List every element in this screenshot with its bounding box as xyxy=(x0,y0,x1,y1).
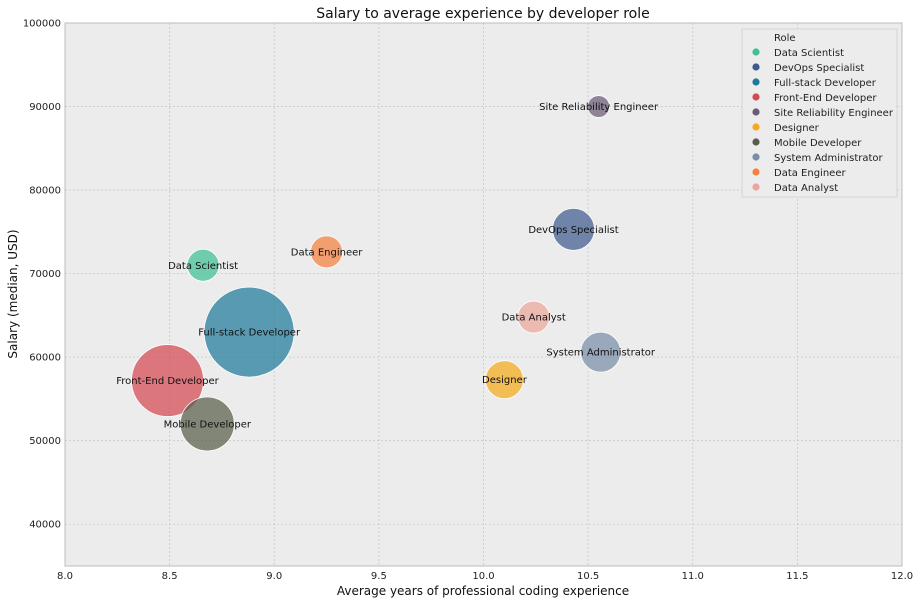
bubble xyxy=(186,248,220,282)
bubbles xyxy=(131,95,622,452)
y-tick-label: 40000 xyxy=(29,520,61,531)
legend-item-label: Full-stack Developer xyxy=(774,78,877,89)
y-tick-label: 90000 xyxy=(29,102,61,113)
x-axis: 8.0 8.5 9.0 9.5 10.0 10.5 11.0 11.5 12.0 xyxy=(57,571,913,582)
legend-title: Role xyxy=(774,33,796,44)
bubble-label: DevOps Specialist xyxy=(528,225,618,236)
legend-marker xyxy=(752,138,760,146)
x-tick-label: 12.0 xyxy=(891,571,913,582)
y-tick-label: 70000 xyxy=(29,269,61,280)
bubble xyxy=(131,344,204,417)
x-axis-label: Average years of professional coding exp… xyxy=(337,584,629,598)
bubble-labels: Data Scientist DevOps Specialist Full-stac… xyxy=(116,102,659,430)
bubble xyxy=(179,396,235,452)
y-tick-label: 80000 xyxy=(29,186,61,197)
legend-box xyxy=(741,28,898,198)
x-tick-label: 9.5 xyxy=(371,571,387,582)
y-tick-label: 60000 xyxy=(29,353,61,364)
y-tick-label: 100000 xyxy=(23,19,61,30)
x-tick-label: 8.5 xyxy=(162,571,178,582)
legend-marker xyxy=(752,108,760,116)
bubble-label: Designer xyxy=(482,375,528,386)
legend-item-label: Data Engineer xyxy=(774,168,846,179)
y-axis: 40000 50000 60000 70000 80000 90000 100000 xyxy=(23,19,61,531)
legend: Role Data Scientist DevOps Specialist Full… xyxy=(741,28,898,198)
legend-marker xyxy=(752,183,760,191)
x-tick-label: 11.0 xyxy=(682,571,704,582)
bubble xyxy=(552,207,595,251)
legend-item-label: Site Reliability Engineer xyxy=(774,108,894,119)
bubble xyxy=(203,286,295,378)
legend-marker xyxy=(752,168,760,176)
legend-marker xyxy=(752,123,760,131)
bubble xyxy=(517,300,551,334)
legend-marker xyxy=(752,48,760,56)
bubble-label: Front-End Developer xyxy=(116,376,219,387)
legend-items: Data Scientist DevOps Specialist Full-stac… xyxy=(752,48,894,194)
bubble-label: Mobile Developer xyxy=(164,419,252,430)
x-tick-label: 9.0 xyxy=(266,571,282,582)
legend-item-label: Data Analyst xyxy=(774,183,838,194)
x-tick-label: 8.0 xyxy=(57,571,73,582)
bubble-label: Data Scientist xyxy=(168,261,238,272)
legend-item-label: System Administrator xyxy=(774,153,884,164)
bubble xyxy=(587,95,610,118)
legend-marker xyxy=(752,153,760,161)
legend-item-label: Designer xyxy=(774,123,820,134)
y-axis-label: Salary (median, USD) xyxy=(6,229,20,358)
plot-frame xyxy=(64,22,903,567)
legend-item-label: DevOps Specialist xyxy=(774,63,864,74)
bubble xyxy=(310,235,343,269)
x-tick-label: 11.5 xyxy=(786,571,808,582)
legend-item-label: Data Scientist xyxy=(774,48,844,59)
bubble-label: Data Analyst xyxy=(502,313,566,324)
bubble xyxy=(485,360,524,400)
legend-item-label: Mobile Developer xyxy=(774,138,862,149)
legend-marker xyxy=(752,93,760,101)
y-tick-label: 50000 xyxy=(29,436,61,447)
bubble-label: System Administrator xyxy=(546,348,656,359)
legend-item-label: Front-End Developer xyxy=(774,93,877,104)
bubble xyxy=(580,331,622,373)
legend-marker xyxy=(752,78,760,86)
legend-marker xyxy=(752,63,760,71)
bubble-label: Site Reliability Engineer xyxy=(539,102,659,113)
x-tick-label: 10.5 xyxy=(577,571,599,582)
bubble-label: Data Engineer xyxy=(291,247,363,258)
x-tick-label: 10.0 xyxy=(472,571,494,582)
chart-title: Salary to average experience by develope… xyxy=(316,6,649,22)
bubble-label: Full-stack Developer xyxy=(198,328,301,339)
